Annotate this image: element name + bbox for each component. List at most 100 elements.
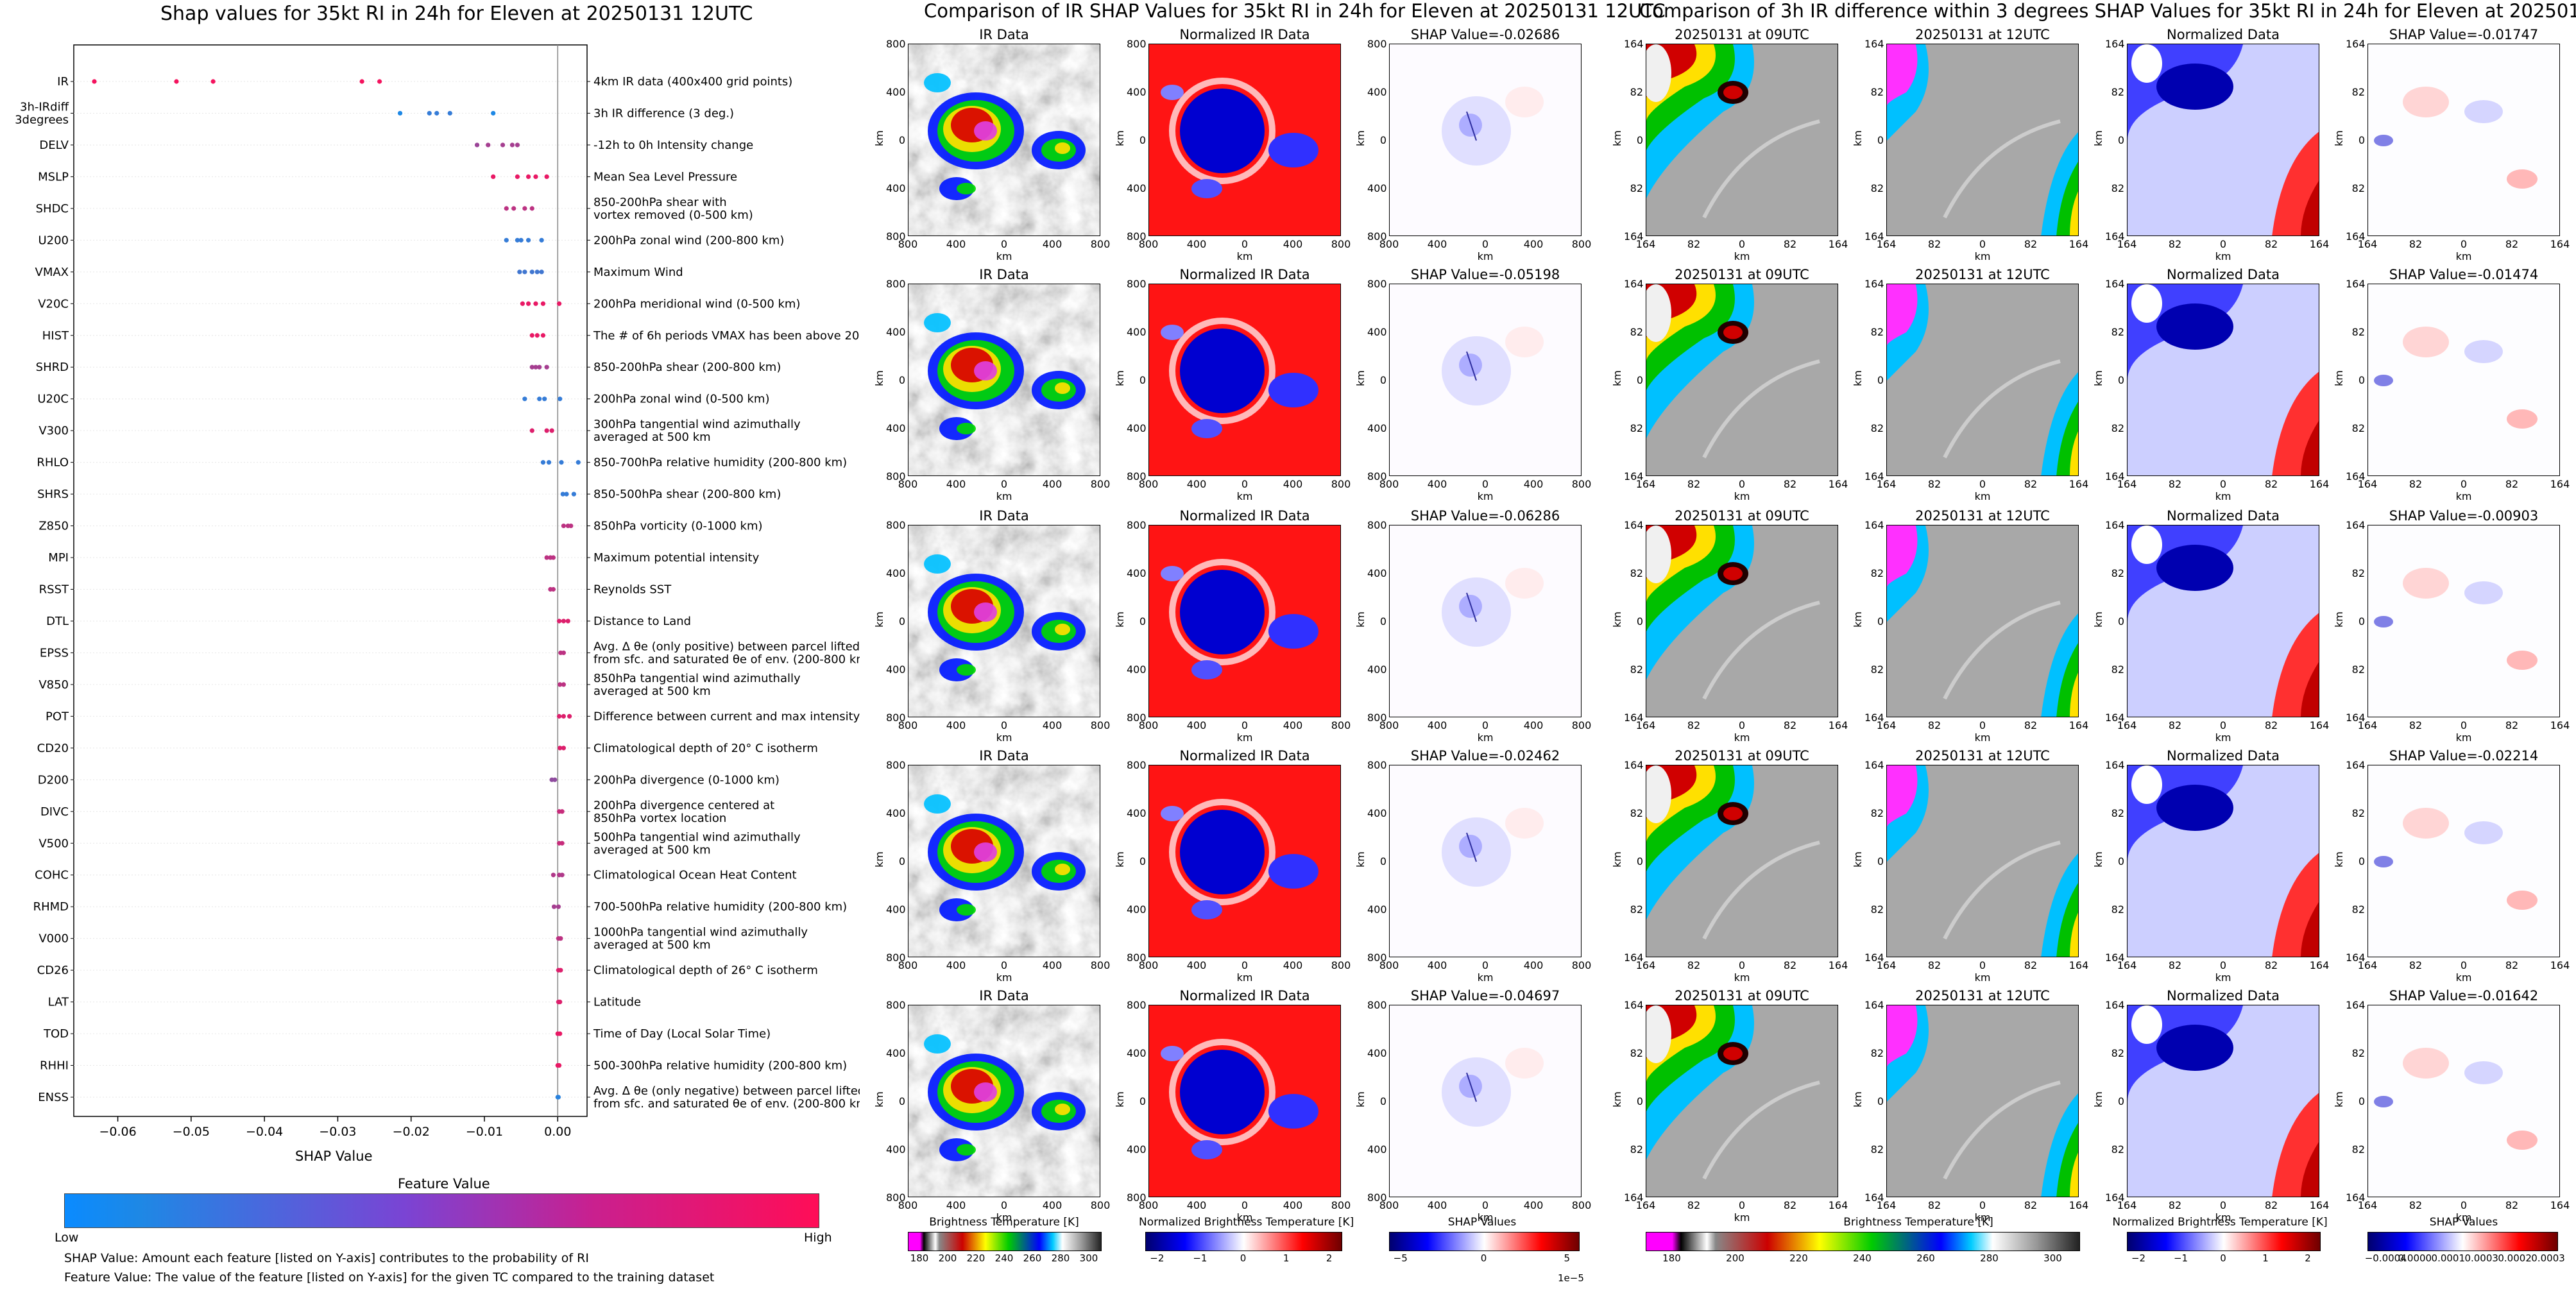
ir-y-tick: 400: [886, 86, 906, 98]
d09-x-tick: 0: [1738, 719, 1746, 731]
panel-image: [2128, 765, 2319, 957]
feature-name-label: DELV: [39, 139, 69, 152]
diff12-panel: [1886, 44, 2079, 236]
d12-x-tick: 82: [2024, 478, 2038, 490]
d09-x-tick: 164: [1635, 719, 1656, 731]
dnorm-x-tick: 0: [2219, 719, 2227, 731]
feature-name-label: DTL: [46, 615, 69, 628]
note-feature-value: Feature Value: The value of the feature …: [64, 1270, 715, 1285]
axis-km-label-y: km: [1114, 1091, 1126, 1107]
dnorm-x-tick: 164: [2117, 959, 2137, 971]
shap-point: [549, 428, 554, 433]
ir-y-tick: 400: [886, 1047, 906, 1059]
d09-y-tick: 164: [1624, 519, 1644, 531]
axis-km-label-y: km: [873, 611, 885, 627]
diff-cb2-tick: 2: [2305, 1252, 2311, 1264]
shap-point: [525, 174, 531, 180]
shap-point: [447, 110, 452, 116]
axis-km-label-y: km: [1611, 1091, 1623, 1107]
d09-y-tick: 0: [1636, 1095, 1643, 1107]
panel-title: Normalized Data: [2167, 27, 2280, 42]
ir-cb2-bar: [1145, 1232, 1342, 1251]
shap-point: [546, 460, 552, 465]
panel-image: [1390, 525, 1581, 717]
shap-point: [533, 174, 538, 180]
d09-y-tick: 0: [1636, 855, 1643, 867]
ir-panel: [908, 284, 1100, 476]
dshap-x-tick: 164: [2550, 238, 2570, 250]
shap-point: [529, 206, 534, 211]
dnorm-x-tick: 164: [2309, 959, 2330, 971]
panel-title: IR Data: [979, 27, 1029, 42]
shap-point: [542, 397, 547, 402]
axis-km-label-x: km: [996, 731, 1012, 744]
dshap-y-tick: 82: [2351, 807, 2365, 819]
ir-cb1-tick: 280: [1051, 1252, 1070, 1264]
axis-km-label-x: km: [996, 971, 1012, 984]
shap-panel: [1389, 765, 1582, 957]
axis-km-label-x: km: [1236, 731, 1253, 744]
norm-panel: [1148, 1005, 1341, 1197]
dshap-panel: [2367, 1005, 2560, 1197]
shap-x-label: SHAP Value: [295, 1148, 373, 1164]
panel-title: 20250131 at 09UTC: [1675, 988, 1809, 1003]
irshap-y-tick: 0: [1379, 1095, 1386, 1107]
ir-panel: [908, 525, 1100, 717]
d09-y-tick: 164: [1624, 759, 1644, 771]
axis-km-label-y: km: [1114, 851, 1126, 867]
shap-point: [544, 174, 549, 180]
shap-point: [556, 904, 561, 909]
d12-y-tick: 164: [1864, 1191, 1884, 1204]
d12-x-tick: 0: [1979, 238, 1986, 250]
feature-name-label: ENSS: [38, 1091, 69, 1104]
dshap-y-tick: 82: [2351, 86, 2365, 98]
dshap-y-tick: 82: [2351, 182, 2365, 194]
shap-plot-frame: [73, 44, 588, 1117]
shap-point: [559, 873, 565, 878]
dnorm-y-tick: 164: [2105, 230, 2125, 243]
panel-title: SHAP Value=-0.05198: [1410, 267, 1560, 282]
shap-panel: [1389, 1005, 1582, 1197]
ir-cb2-tick: 0: [1240, 1252, 1247, 1264]
feature-desc-label: 850hPa tangential wind azimuthally averag…: [593, 672, 801, 698]
shap-point: [509, 142, 515, 148]
axis-km-label-y: km: [2333, 851, 2345, 867]
ir-y-tick: 800: [886, 999, 906, 1011]
shap-point: [529, 333, 534, 338]
panel-image: [1390, 284, 1581, 475]
dshap-y-tick: 82: [2351, 663, 2365, 676]
norm-y-tick: 0: [1139, 1095, 1146, 1107]
irshap-y-tick: 0: [1379, 855, 1386, 867]
ir-x-tick: 800: [1090, 478, 1111, 490]
d12-x-tick: 0: [1979, 719, 1986, 731]
feature-desc-label: The # of 6h periods VMAX has been above …: [593, 329, 860, 343]
dshap-y-tick: 164: [2346, 519, 2366, 531]
d12-y-tick: 164: [1864, 230, 1884, 243]
axis-km-label-x: km: [1236, 971, 1253, 984]
diff-cb1-tick: 200: [1726, 1252, 1744, 1264]
shap-summary-title: Shap values for 35kt RI in 24h for Eleve…: [160, 3, 753, 25]
diff-cb2-tick: −2: [2131, 1252, 2146, 1264]
d09-y-tick: 82: [1630, 422, 1643, 434]
dnorm-x-tick: 164: [2117, 478, 2137, 490]
shap-point: [571, 491, 577, 497]
axis-km-label-y: km: [1354, 1091, 1367, 1107]
axis-km-label-x: km: [1974, 250, 1991, 262]
axis-km-label-x: km: [1734, 731, 1750, 744]
feature-desc-label: 200hPa zonal wind (200-800 km): [593, 234, 784, 247]
axis-km-label-y: km: [1611, 851, 1623, 867]
ir-x-tick: 0: [1000, 719, 1008, 731]
ir-y-tick: 400: [886, 903, 906, 916]
irshap-x-tick: 0: [1481, 719, 1489, 731]
d09-x-tick: 0: [1738, 1199, 1746, 1211]
diff-cb1-tick: 180: [1662, 1252, 1681, 1264]
d12-x-tick: 164: [1876, 478, 1897, 490]
norm-panel: [1148, 765, 1341, 957]
shap-point: [559, 809, 565, 814]
panel-image: [1887, 44, 2078, 235]
panel-image: [1887, 765, 2078, 957]
shap-point: [525, 301, 531, 306]
shap-point: [576, 460, 581, 465]
feature-name-label: V000: [38, 932, 69, 946]
norm-x-tick: 800: [1138, 238, 1159, 250]
